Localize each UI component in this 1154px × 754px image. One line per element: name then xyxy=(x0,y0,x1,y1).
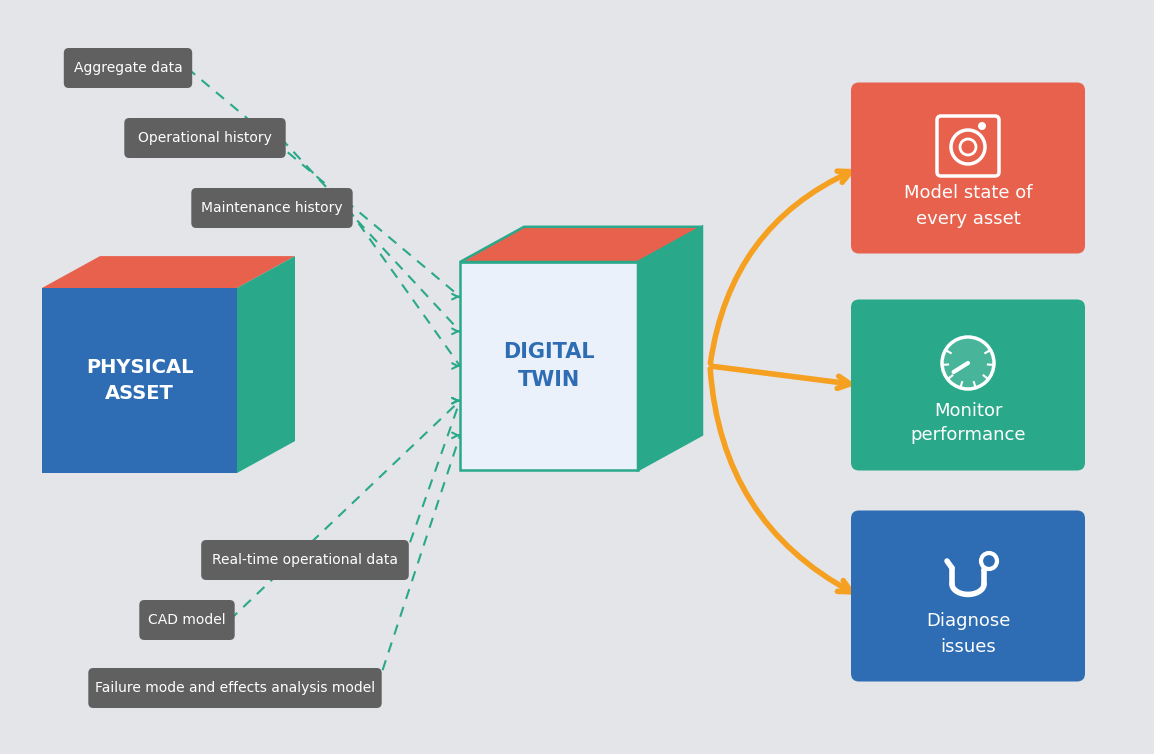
Text: Maintenance history: Maintenance history xyxy=(201,201,343,215)
Text: Monitor
performance: Monitor performance xyxy=(911,401,1026,445)
FancyBboxPatch shape xyxy=(192,188,353,228)
Polygon shape xyxy=(460,227,702,262)
Polygon shape xyxy=(42,256,295,288)
FancyBboxPatch shape xyxy=(850,510,1085,682)
Circle shape xyxy=(981,553,997,569)
FancyBboxPatch shape xyxy=(89,668,382,708)
Text: Aggregate data: Aggregate data xyxy=(74,61,182,75)
FancyBboxPatch shape xyxy=(125,118,286,158)
Polygon shape xyxy=(237,256,295,473)
Text: DIGITAL
TWIN: DIGITAL TWIN xyxy=(503,342,594,390)
Text: Failure mode and effects analysis model: Failure mode and effects analysis model xyxy=(95,681,375,695)
Circle shape xyxy=(942,337,994,389)
Text: Operational history: Operational history xyxy=(138,131,272,145)
Text: PHYSICAL
ASSET: PHYSICAL ASSET xyxy=(85,357,193,403)
FancyBboxPatch shape xyxy=(201,540,409,580)
Circle shape xyxy=(977,122,986,130)
FancyBboxPatch shape xyxy=(140,600,234,640)
FancyBboxPatch shape xyxy=(850,82,1085,253)
Text: CAD model: CAD model xyxy=(148,613,226,627)
Polygon shape xyxy=(42,288,237,473)
Polygon shape xyxy=(460,262,638,470)
Text: Model state of
every asset: Model state of every asset xyxy=(904,185,1032,228)
FancyBboxPatch shape xyxy=(850,299,1085,470)
FancyBboxPatch shape xyxy=(63,48,193,88)
Text: Real-time operational data: Real-time operational data xyxy=(212,553,398,567)
Text: Diagnose
issues: Diagnose issues xyxy=(926,612,1010,655)
Polygon shape xyxy=(638,227,702,470)
